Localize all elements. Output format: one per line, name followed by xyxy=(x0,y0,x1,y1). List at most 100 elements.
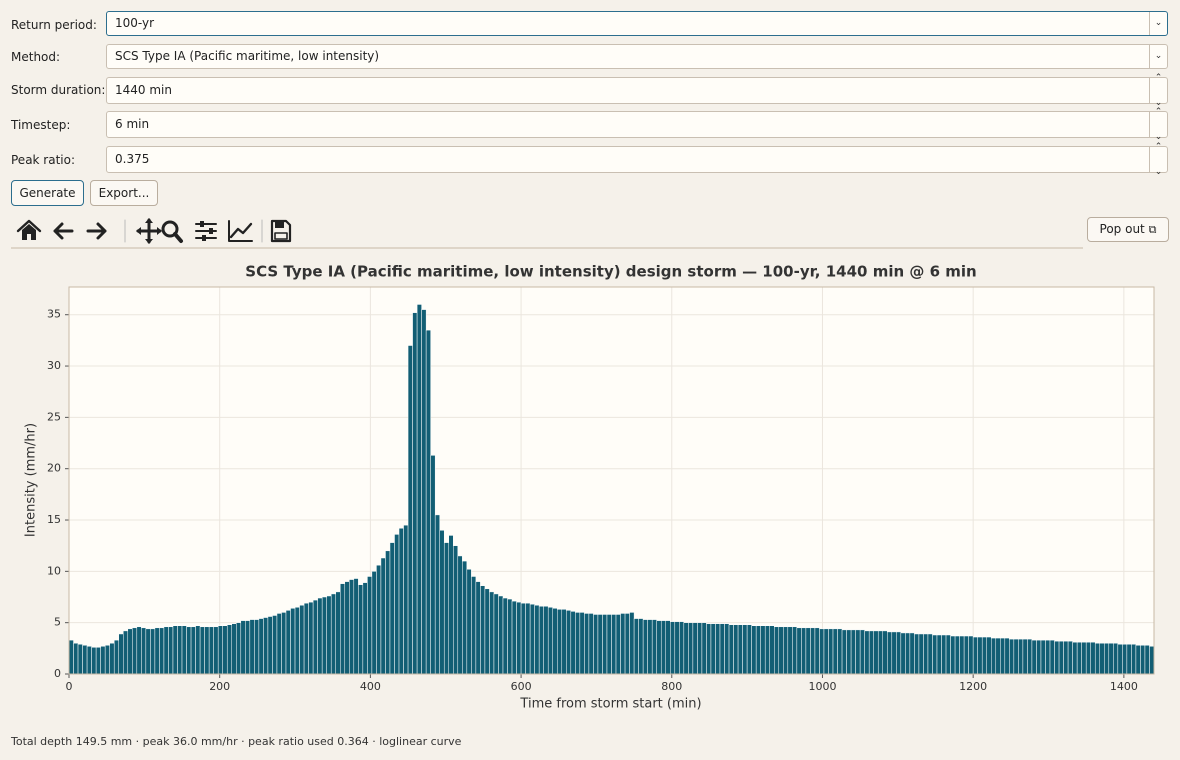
bar xyxy=(769,625,775,675)
spinbox[interactable]: 0.375 ⌃ ⌄ xyxy=(106,142,1168,177)
bar xyxy=(837,628,843,675)
field-value: 100-yr xyxy=(115,16,155,30)
bar xyxy=(168,626,174,675)
bar xyxy=(1031,639,1037,675)
bar xyxy=(466,569,472,675)
bar xyxy=(254,619,260,675)
export-button[interactable]: Export... xyxy=(90,180,158,206)
bar xyxy=(801,627,807,675)
bar xyxy=(68,639,74,675)
bar xyxy=(1022,638,1028,675)
spinbox[interactable]: 1440 min ⌃ ⌄ xyxy=(106,73,1168,108)
bar xyxy=(127,628,133,675)
bar xyxy=(222,625,228,675)
bar xyxy=(792,626,798,675)
bar xyxy=(557,609,563,675)
bar xyxy=(760,625,766,675)
bar xyxy=(123,630,129,675)
bar xyxy=(335,591,341,675)
save-icon[interactable] xyxy=(270,219,292,243)
bar xyxy=(520,602,526,675)
bar xyxy=(972,636,978,675)
dropdown[interactable]: SCS Type IA (Pacific maritime, low inten… xyxy=(106,44,1168,69)
configure-icon[interactable] xyxy=(195,221,217,241)
bar xyxy=(340,583,346,675)
bar xyxy=(263,617,269,675)
home-icon[interactable] xyxy=(16,219,42,240)
bar xyxy=(981,636,987,675)
dropdown[interactable]: 100-yr ⌄ xyxy=(106,11,1168,36)
bar xyxy=(1013,638,1019,675)
bar xyxy=(403,524,409,675)
pan-icon[interactable] xyxy=(136,218,162,244)
bar xyxy=(864,630,870,675)
zoom-icon[interactable] xyxy=(161,220,183,243)
spinbox[interactable]: 6 min ⌃ ⌄ xyxy=(106,107,1168,142)
spin-arrows[interactable]: ⌃ ⌄ xyxy=(1149,107,1167,142)
bar xyxy=(774,626,780,675)
popout-button[interactable]: Pop out ⧉ xyxy=(1087,217,1169,242)
bar xyxy=(394,534,400,675)
bar xyxy=(1040,639,1046,675)
bar xyxy=(561,609,567,675)
bar xyxy=(1009,638,1015,675)
bar xyxy=(349,579,355,675)
bar xyxy=(321,596,327,675)
bar xyxy=(186,626,192,675)
bar xyxy=(95,647,101,675)
bar xyxy=(475,581,481,675)
bar xyxy=(945,634,951,675)
bar xyxy=(443,542,449,675)
bar xyxy=(647,619,653,675)
bar xyxy=(154,627,160,675)
bar xyxy=(177,625,183,675)
bar xyxy=(724,623,730,675)
bar xyxy=(294,607,300,675)
field-value: 0.375 xyxy=(115,152,150,166)
bar xyxy=(688,622,694,675)
bar xyxy=(1036,639,1042,675)
bar xyxy=(642,619,648,675)
dropdown-arrow[interactable]: ⌄ xyxy=(1149,12,1167,35)
bar xyxy=(611,614,617,675)
spin-arrows[interactable]: ⌃ ⌄ xyxy=(1149,73,1167,108)
bar xyxy=(566,610,572,675)
bar xyxy=(367,576,373,675)
bar xyxy=(692,622,698,675)
bar xyxy=(909,632,915,675)
bar xyxy=(493,593,499,675)
bar xyxy=(615,614,621,675)
bar xyxy=(358,584,364,675)
bar xyxy=(927,633,933,675)
bar xyxy=(584,613,590,675)
edit-axis-icon[interactable] xyxy=(228,220,253,242)
bar xyxy=(701,622,707,675)
bar xyxy=(249,619,255,675)
dropdown-arrow[interactable]: ⌄ xyxy=(1149,45,1167,68)
forward-icon[interactable] xyxy=(86,222,107,240)
bar xyxy=(421,309,427,675)
back-icon[interactable] xyxy=(53,222,74,240)
bar xyxy=(823,628,829,675)
bar xyxy=(896,631,902,675)
bar xyxy=(462,560,468,675)
bar xyxy=(606,614,612,675)
bar xyxy=(900,632,906,675)
bar xyxy=(91,647,97,675)
bar xyxy=(448,535,454,675)
bar xyxy=(543,605,549,675)
x-tick-label: 400 xyxy=(360,680,381,693)
bar xyxy=(1004,637,1010,675)
x-tick-label: 0 xyxy=(66,680,73,693)
bar xyxy=(1113,642,1119,675)
bar xyxy=(163,626,169,675)
spin-arrows[interactable]: ⌃ ⌄ xyxy=(1149,142,1167,177)
bar xyxy=(841,629,847,675)
bar xyxy=(796,627,802,675)
bar xyxy=(1058,640,1064,675)
field-label: Peak ratio: xyxy=(11,153,76,167)
bar xyxy=(1117,643,1123,675)
bar xyxy=(787,626,793,675)
bar xyxy=(656,620,662,675)
generate-button[interactable]: Generate xyxy=(11,180,84,206)
